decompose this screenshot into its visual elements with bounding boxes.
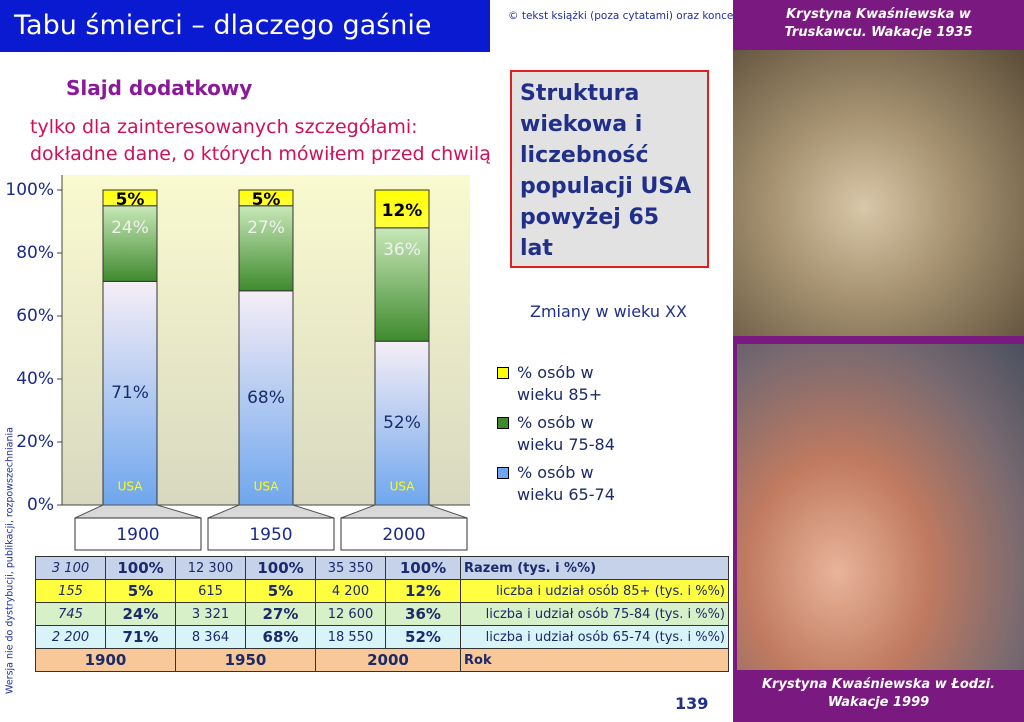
table-cell: liczba i udział osób 65-74 (tys. i %%) xyxy=(460,625,729,649)
table-cell: 5% xyxy=(105,579,176,603)
slide-title: Tabu śmierci – dlaczego gaśnie xyxy=(0,0,490,52)
x-tick-label: 1900 xyxy=(116,525,159,545)
table-cell: 27% xyxy=(245,602,316,626)
table-row: 745 24% 3 321 27% 12 600 36% liczba i udział o… xyxy=(35,602,729,626)
value-label: 12% xyxy=(382,201,423,221)
bar-segment xyxy=(102,205,158,282)
y-tick-label: 60% xyxy=(16,306,54,326)
y-tick-label: 0% xyxy=(27,495,54,515)
connector xyxy=(207,504,335,519)
photo-panel: Krystyna Kwaśniewska w Truskawcu. Wakacj… xyxy=(733,0,1024,722)
table-cell: 100% xyxy=(105,556,176,580)
connector xyxy=(340,504,468,519)
table-cell: 12 300 xyxy=(175,556,246,580)
photo-caption: Krystyna Kwaśniewska w Łodzi. Wakacje 19… xyxy=(761,677,996,710)
bar-segment xyxy=(374,189,430,229)
table-cell: 36% xyxy=(385,602,461,626)
table-row: 155 5% 615 5% 4 200 12% liczba i udział osób 8… xyxy=(35,579,729,603)
table-cell: 2000 xyxy=(315,648,461,672)
table-cell: liczba i udział osób 75-84 (tys. i %%) xyxy=(460,602,729,626)
table-cell: 8 364 xyxy=(175,625,246,649)
value-label: 5% xyxy=(252,190,281,210)
x-tick-label: 2000 xyxy=(382,525,425,545)
table-row: 2 200 71% 8 364 68% 18 550 52% liczba i udział… xyxy=(35,625,729,649)
table-cell: 35 350 xyxy=(315,556,386,580)
table-cell: 12% xyxy=(385,579,461,603)
photo-1999 xyxy=(737,344,1024,670)
table-cell: 71% xyxy=(105,625,176,649)
table-cell: 68% xyxy=(245,625,316,649)
y-tick-label: 100% xyxy=(5,180,54,200)
legend-swatch xyxy=(497,467,509,479)
legend: % osób w wieku 85+ % osób w wieku 75-84 % … xyxy=(497,362,697,512)
value-label: 68% xyxy=(247,388,285,408)
table-cell: 100% xyxy=(385,556,461,580)
connector xyxy=(74,504,202,519)
table-cell: 100% xyxy=(245,556,316,580)
category-box xyxy=(340,517,468,551)
table-cell: 745 xyxy=(35,602,106,626)
bar-segment xyxy=(238,290,294,506)
table-cell: 4 200 xyxy=(315,579,386,603)
photo-1935 xyxy=(733,50,1024,336)
table-row: 3 100 100% 12 300 100% 35 350 100% Razem (tys.… xyxy=(35,556,729,580)
value-label: 36% xyxy=(383,240,421,260)
legend-label: % osób w wieku 85+ xyxy=(517,363,603,404)
table-cell: 12 600 xyxy=(315,602,386,626)
photo-caption: Krystyna Kwaśniewska w Truskawcu. Wakacj… xyxy=(784,7,973,40)
bar-segment xyxy=(102,280,158,506)
table-cell: 52% xyxy=(385,625,461,649)
legend-swatch xyxy=(497,417,509,429)
table-cell: 1900 xyxy=(35,648,176,672)
table-row: 1900 1950 2000 Rok xyxy=(35,648,729,672)
legend-item: % osób w wieku 75-84 xyxy=(497,412,697,456)
bar-annotation: USA xyxy=(390,480,416,494)
legend-item: % osób w wieku 85+ xyxy=(497,362,697,406)
table-cell: 24% xyxy=(105,602,176,626)
table-cell: 2 200 xyxy=(35,625,106,649)
table-cell: Rok xyxy=(460,648,729,672)
value-label: 5% xyxy=(116,190,145,210)
x-tick-label: 1950 xyxy=(249,525,292,545)
bar-segment xyxy=(102,189,158,207)
subtitle: Slajd dodatkowy xyxy=(66,76,253,100)
table-cell: 5% xyxy=(245,579,316,603)
bar-segment xyxy=(238,189,294,207)
table-cell: 615 xyxy=(175,579,246,603)
table-cell: 3 321 xyxy=(175,602,246,626)
bar-annotation: USA xyxy=(254,480,280,494)
copyright: © tekst książki (poza cytatami) oraz kon… xyxy=(508,10,733,22)
legend-label: % osób w wieku 65-74 xyxy=(517,463,615,504)
table-cell: Razem (tys. i %%) xyxy=(460,556,729,580)
table-cell: 155 xyxy=(35,579,106,603)
changes-label: Zmiany w wieku XX xyxy=(530,302,687,321)
y-tick-label: 20% xyxy=(16,432,54,452)
page-number: 139 xyxy=(675,694,709,713)
table-cell: liczba i udział osób 85+ (tys. i %%) xyxy=(460,579,729,603)
note: tylko dla zainteresowanych szczegółami: … xyxy=(30,116,491,165)
category-box xyxy=(207,517,335,551)
table-cell: 1950 xyxy=(175,648,316,672)
legend-swatch xyxy=(497,367,509,379)
value-label: 52% xyxy=(383,413,421,433)
value-label: 27% xyxy=(247,218,285,238)
category-box xyxy=(74,517,202,551)
legend-label: % osób w wieku 75-84 xyxy=(517,413,615,454)
table-cell: 18 550 xyxy=(315,625,386,649)
value-label: 71% xyxy=(111,383,149,403)
y-tick-label: 80% xyxy=(16,243,54,263)
table-cell: 3 100 xyxy=(35,556,106,580)
bar-annotation: USA xyxy=(118,480,144,494)
data-table: 3 100 100% 12 300 100% 35 350 100% Razem (tys.… xyxy=(35,556,729,672)
bar-segment xyxy=(374,340,430,506)
chart: 0% 20% 40% 60% 80% 100% 71% 24% 5% USA 1900 68% 27% 5… xyxy=(5,175,470,551)
bar-segment xyxy=(238,205,294,292)
info-box: Struktura wiekowa i liczebność populacji… xyxy=(510,70,709,268)
y-tick-label: 40% xyxy=(16,369,54,389)
value-label: 24% xyxy=(111,218,149,238)
legend-item: % osób w wieku 65-74 xyxy=(497,462,697,506)
